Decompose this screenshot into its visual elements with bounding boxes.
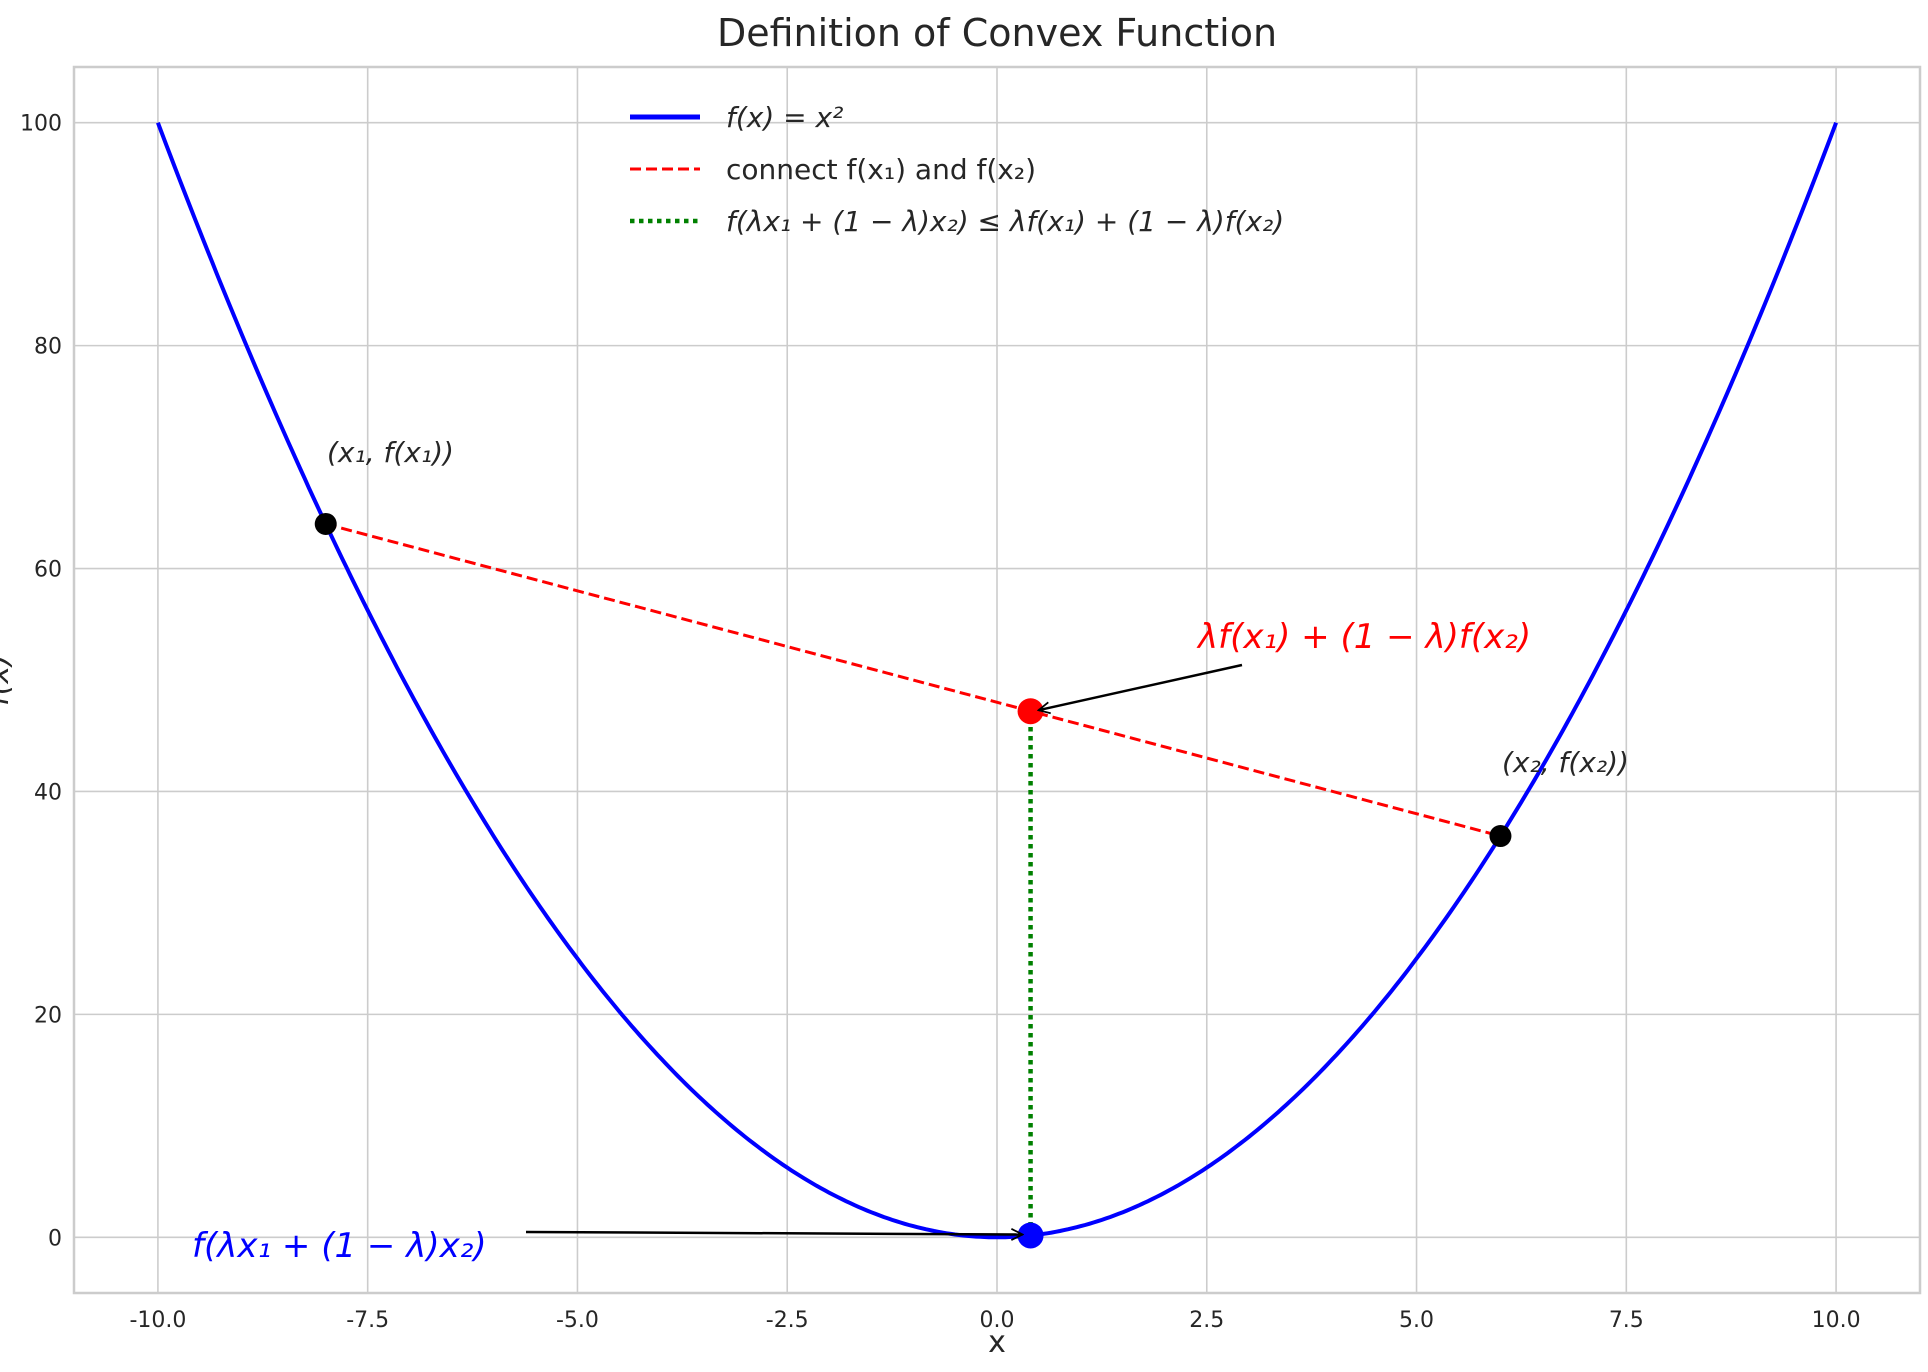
- annotation-arrow: [525, 1232, 1023, 1234]
- x-ticks: -10.0 -7.5 -5.0 -2.5 0.0 2.5 5.0 7.5 10.0: [129, 1308, 1860, 1333]
- legend-entry-label: f(x) = x²: [726, 101, 843, 134]
- axes-frame: [72, 65, 1922, 1295]
- x-tick-label: 0.0: [980, 1308, 1015, 1333]
- annotation-chord-value: λf(x₁) + (1 − λ)f(x₂): [1196, 617, 1531, 657]
- y-tick-label: 100: [20, 112, 62, 137]
- data-point: [1017, 1222, 1044, 1249]
- x-tick-label: 2.5: [1189, 1308, 1224, 1333]
- grid: [74, 67, 1920, 1293]
- y-tick-label: 0: [48, 1226, 62, 1251]
- annotation-x1: (x₁, f(x₁)): [327, 436, 454, 469]
- y-ticks: 0 20 40 60 80 100: [20, 112, 62, 1252]
- legend-entry-label: connect f(x₁) and f(x₂): [726, 153, 1036, 186]
- x-tick-label: -10.0: [129, 1308, 186, 1333]
- y-tick-label: 60: [34, 558, 62, 583]
- x-tick-label: -5.0: [556, 1308, 599, 1333]
- x-tick-label: -7.5: [346, 1308, 389, 1333]
- annotation-x2: (x₂, f(x₂)): [1502, 746, 1629, 779]
- annotation-arrow: [1039, 663, 1243, 710]
- data-point: [314, 512, 337, 535]
- y-tick-label: 20: [34, 1003, 62, 1028]
- chart-title: Definition of Convex Function: [717, 11, 1277, 55]
- x-tick-label: 7.5: [1609, 1308, 1644, 1333]
- y-tick-label: 80: [34, 335, 62, 360]
- x-axis-label: x: [988, 1325, 1006, 1360]
- series-chord-line: [325, 522, 1501, 838]
- annotations: (x₁, f(x₁)) (x₂, f(x₂)) λf(x₁) + (1 − λ)f(…: [192, 436, 1629, 1266]
- x-tick-label: 5.0: [1399, 1308, 1434, 1333]
- annotation-function-value: f(λx₁ + (1 − λ)x₂): [192, 1226, 487, 1266]
- y-axis-label: f(x): [0, 654, 16, 706]
- data-point: [1489, 825, 1512, 848]
- series-parabola-line: [156, 121, 1838, 1240]
- y-tick-label: 40: [34, 780, 62, 805]
- x-tick-label: -2.5: [766, 1308, 809, 1333]
- legend: f(x) = x² connect f(x₁) and f(x₂) f(λx₁ + …: [630, 101, 1284, 238]
- x-tick-label: 10.0: [1812, 1308, 1861, 1333]
- legend-entry-label: f(λx₁ + (1 − λ)x₂) ≤ λf(x₁) + (1 − λ)f(x…: [726, 205, 1284, 238]
